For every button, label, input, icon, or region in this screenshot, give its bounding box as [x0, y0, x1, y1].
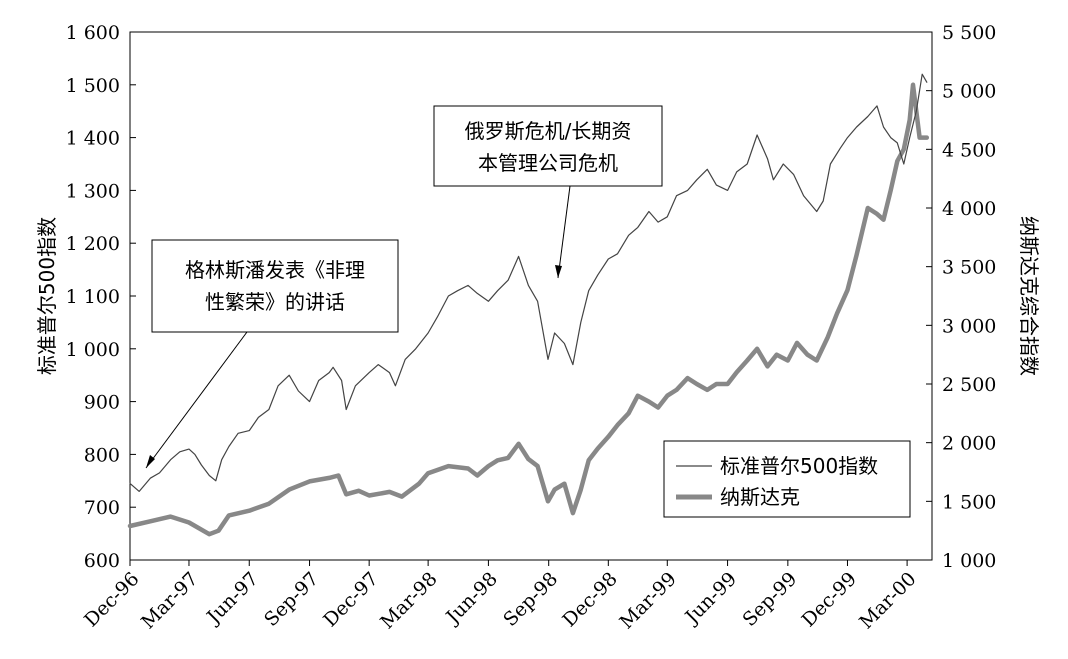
annotation-russia-ltcm: 俄罗斯危机/长期资 本管理公司危机 — [433, 105, 663, 279]
x-tick-label: Sep-98 — [499, 568, 562, 631]
series-line-sp500 — [129, 73, 928, 492]
x-tick-label: Dec-97 — [319, 568, 382, 631]
annotation-russia-ltcm-line-2: 本管理公司危机 — [478, 151, 618, 175]
x-tick-label: Dec-96 — [80, 568, 143, 631]
x-tick-label: Jun-99 — [680, 568, 741, 629]
y-right-tick-label: 1 500 — [942, 491, 996, 513]
x-tick-label: Mar-00 — [855, 568, 920, 633]
y-right-tick-label: 3 000 — [942, 315, 996, 337]
annotation-greenspan: 格林斯潘发表《非理 性繁荣》的讲话 — [145, 239, 399, 469]
y-left-tick-label: 1 600 — [66, 22, 120, 44]
y-left-tick-label: 1 500 — [66, 75, 120, 97]
x-tick-label: Jun-98 — [441, 568, 502, 629]
y-left-tick-label: 700 — [84, 497, 120, 519]
y-right-tick-label: 3 500 — [942, 257, 996, 279]
annotation-greenspan-box — [151, 239, 399, 333]
x-tick-label: Mar-98 — [376, 568, 441, 633]
x-tick-label: Dec-98 — [558, 568, 621, 631]
annotation-russia-ltcm-box — [433, 105, 663, 187]
legend-box — [663, 440, 911, 518]
annotation-russia-ltcm-arrow — [557, 185, 571, 279]
x-tick-label: Sep-99 — [738, 568, 801, 631]
y-right-tick-label: 5 000 — [942, 81, 996, 103]
annotation-russia-ltcm-line-1: 俄罗斯危机/长期资 — [465, 119, 632, 143]
y-axis-right-title: 纳斯达克综合指数 — [1017, 216, 1041, 376]
y-left-tick-label: 800 — [84, 444, 120, 466]
y-left-tick-label: 1 000 — [66, 339, 120, 361]
x-tick-label: Mar-97 — [137, 568, 202, 633]
series-layer — [127, 73, 930, 537]
series-line-nasdaq — [127, 82, 930, 537]
y-left-tick-label: 1 100 — [66, 286, 120, 308]
y-left-tick-label: 1 400 — [66, 128, 120, 150]
annotation-russia-ltcm-arrowhead — [555, 265, 562, 278]
annotation-greenspan-arrowhead — [146, 455, 155, 468]
x-tick-label: Jun-97 — [201, 568, 262, 629]
annotation-greenspan-line-2: 性繁荣》的讲话 — [205, 290, 345, 314]
x-tick-label: Sep-97 — [260, 568, 323, 631]
annotation-greenspan-line-1: 格林斯潘发表《非理 — [185, 258, 365, 282]
y-left-tick-label: 1 300 — [66, 180, 120, 202]
legend: 标准普尔500指数 纳斯达克 — [663, 440, 911, 518]
legend-label-nasdaq: 纳斯达克 — [720, 485, 800, 509]
y-left-tick-label: 600 — [84, 550, 120, 572]
y-left-tick-label: 900 — [84, 392, 120, 414]
x-tick-label: Dec-99 — [798, 568, 861, 631]
x-tick-label: Mar-99 — [615, 568, 680, 633]
y-right-tick-label: 4 000 — [942, 198, 996, 220]
y-axis-left-title: 标准普尔500指数 — [35, 217, 59, 375]
y-right-tick-label: 2 500 — [942, 374, 996, 396]
y-left-tick-label: 1 200 — [66, 233, 120, 255]
y-right-tick-label: 1 000 — [942, 550, 996, 572]
y-right-tick-label: 4 500 — [942, 139, 996, 161]
legend-label-sp500: 标准普尔500指数 — [720, 454, 878, 478]
annotation-greenspan-arrow — [145, 331, 248, 469]
y-right-tick-label: 5 500 — [942, 22, 996, 44]
y-right-tick-label: 2 000 — [942, 433, 996, 455]
